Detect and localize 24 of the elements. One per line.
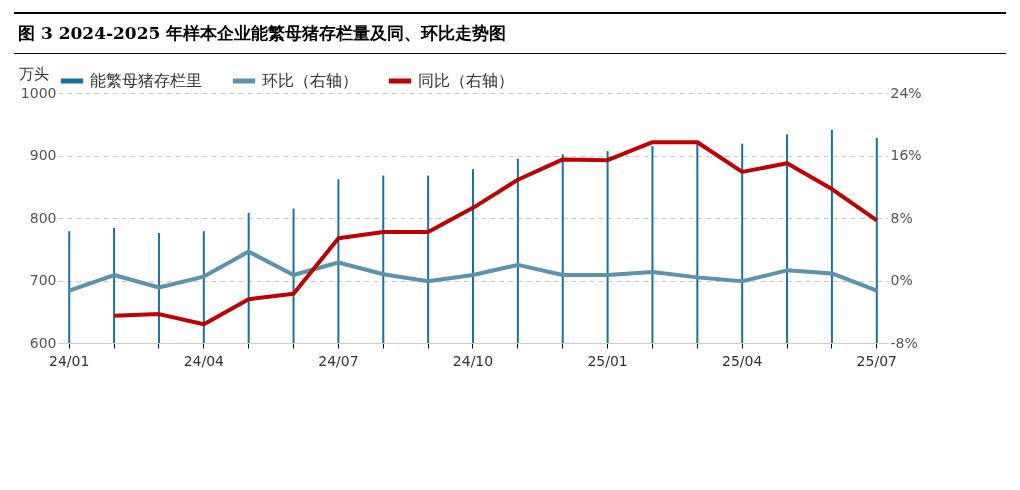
y2-tick-label: 16%	[890, 147, 922, 163]
x-tick-label: 24/10	[452, 352, 494, 369]
line-series	[67, 249, 879, 293]
y-tick-label: 1000	[20, 84, 57, 101]
line-series	[112, 140, 879, 327]
legend-label: 同比（右轴）	[418, 71, 514, 90]
y2-tick-label: 0%	[890, 272, 913, 288]
y-tick-label: 900	[29, 147, 57, 163]
x-tick-label: 25/01	[587, 352, 628, 369]
legend-label: 能繁母猪存栏里	[90, 71, 202, 90]
x-tick-label: 25/04	[722, 352, 763, 369]
x-tick-label: 24/04	[183, 352, 225, 369]
y-tick-label: 700	[29, 272, 57, 288]
x-tick-label: 24/01	[49, 352, 90, 369]
y2-tick-label: 24%	[890, 84, 922, 101]
y2-tick-label: 8%	[890, 209, 913, 226]
y-tick-label: 800	[29, 209, 57, 226]
y-axis-title: 万头	[18, 64, 49, 83]
legend-label: 环比（右轴）	[262, 71, 358, 90]
y-tick-label: 600	[29, 334, 57, 351]
x-tick-label: 24/07	[318, 352, 359, 369]
y2-tick-label: -8%	[890, 334, 918, 351]
x-tick-label: 25/07	[856, 352, 897, 369]
chart-title: 图 3 2024-2025 年样本企业能繁母猪存栏量及同、环比走势图	[14, 14, 1006, 54]
